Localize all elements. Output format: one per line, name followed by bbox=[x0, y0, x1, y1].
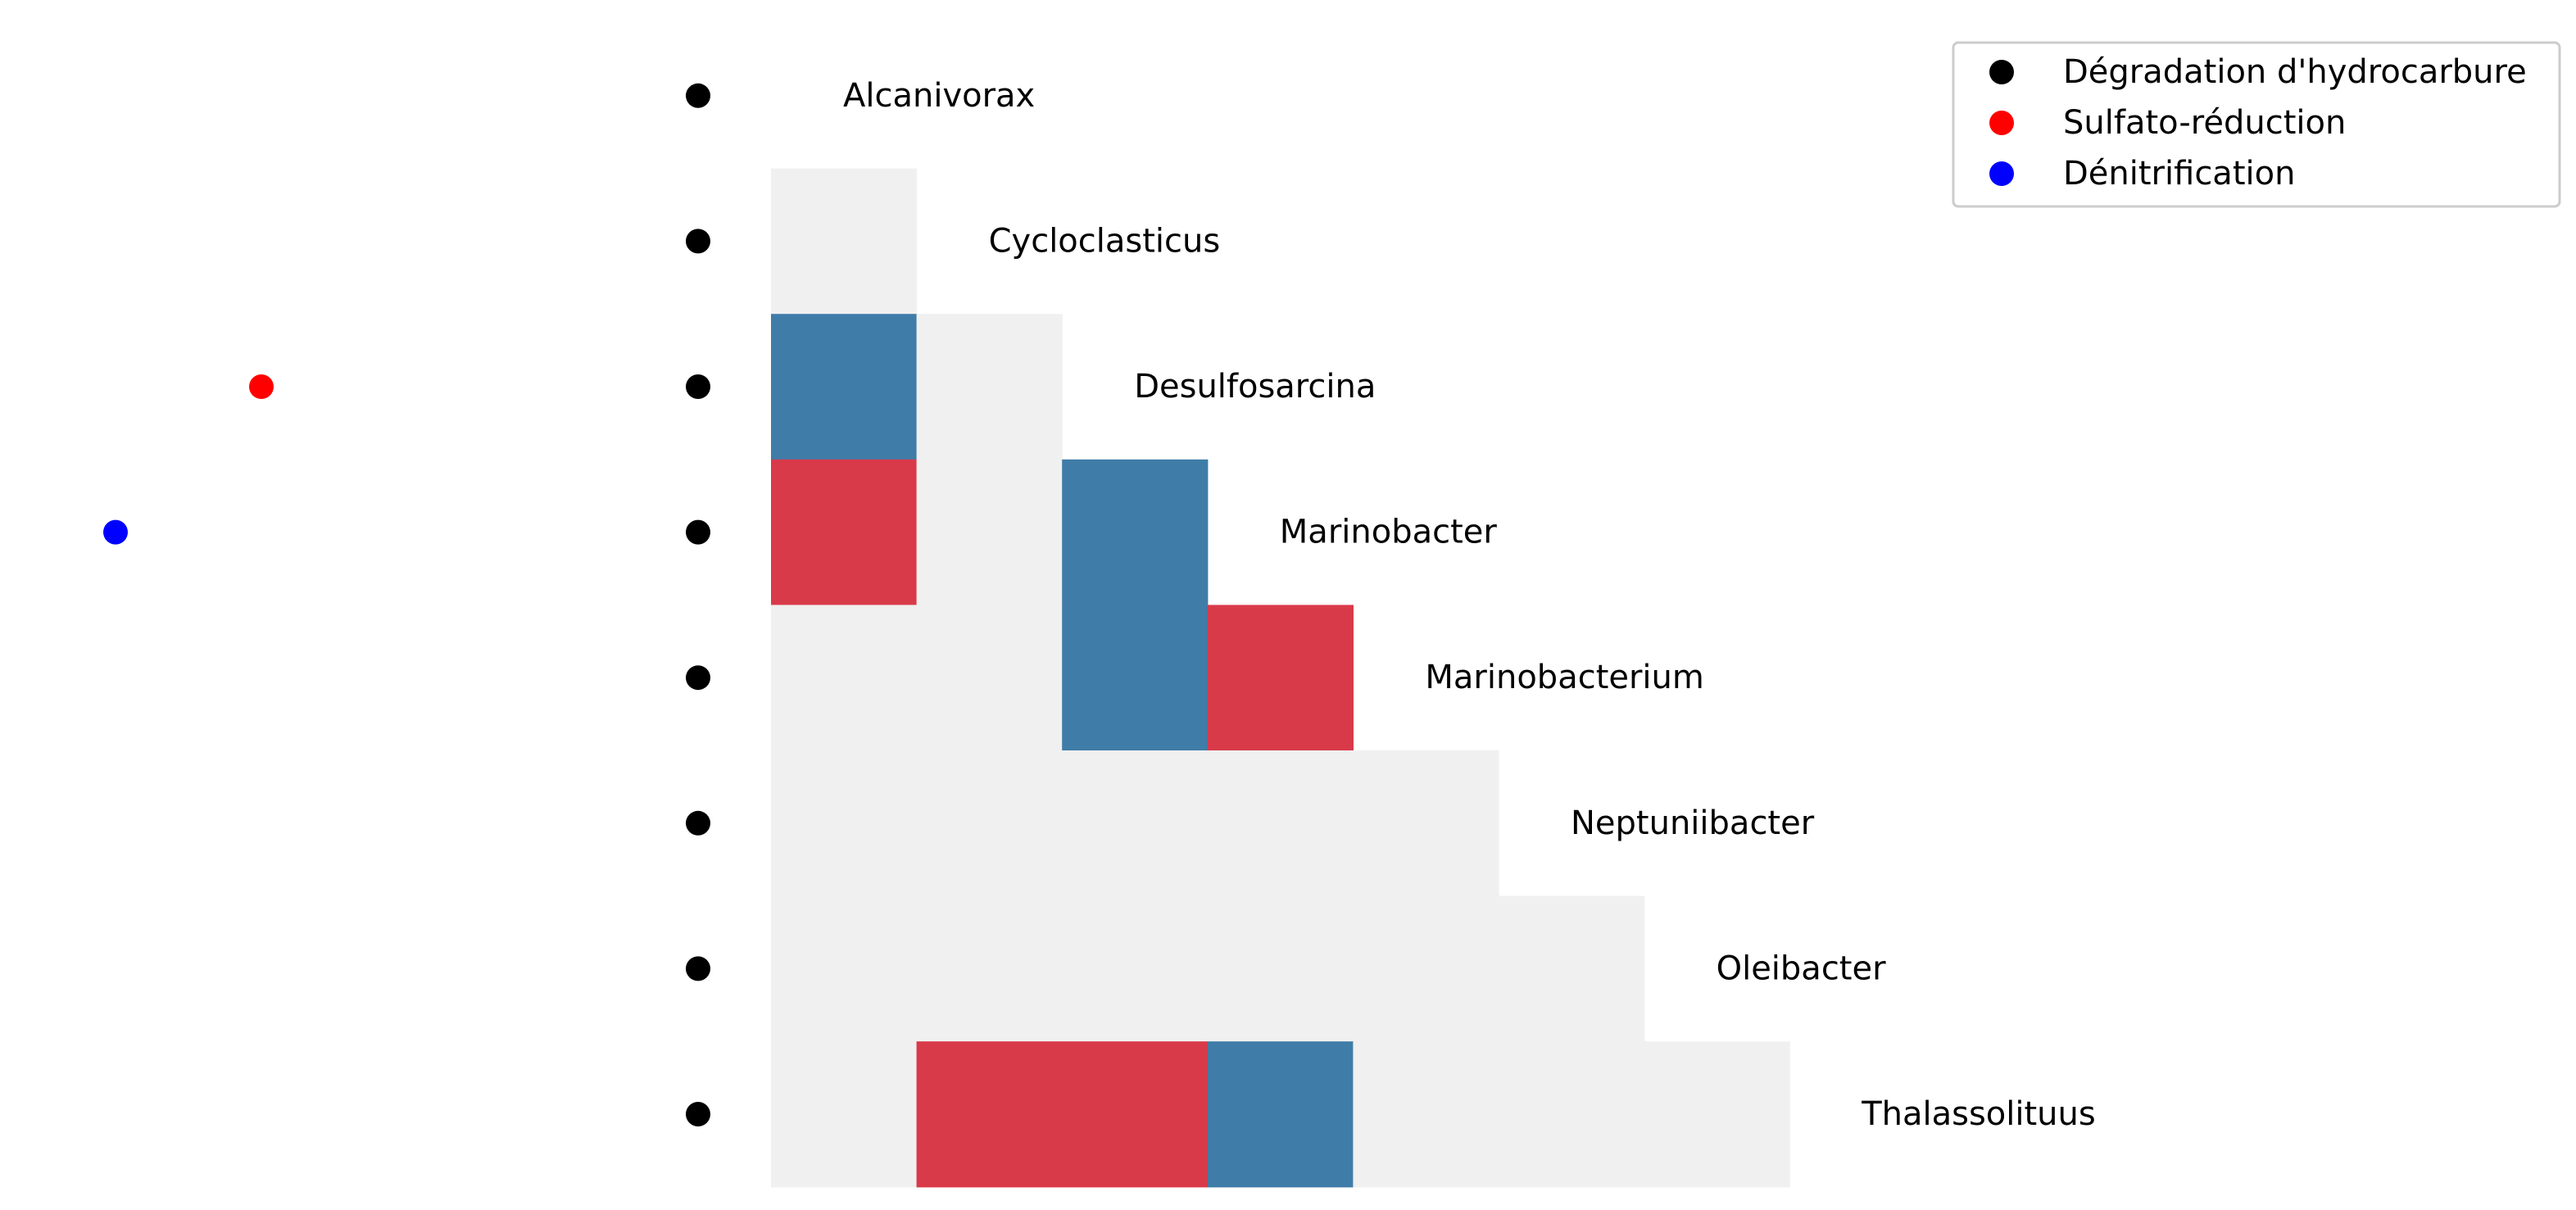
trait-marker-2-row-3 bbox=[103, 519, 128, 545]
row-label-5: Neptuniibacter bbox=[1571, 804, 1815, 842]
trait-marker-0-row-6 bbox=[686, 956, 710, 981]
heatmap-cell-7-3 bbox=[1207, 1041, 1354, 1188]
heatmap-cell-5-2 bbox=[1062, 750, 1209, 897]
heatmap-cell-7-6 bbox=[1644, 1041, 1790, 1188]
row-label-4: Marinobacterium bbox=[1425, 659, 1703, 696]
legend-label-2: Dénitrification bbox=[2063, 155, 2295, 193]
heatmap-cell-5-4 bbox=[1353, 750, 1499, 897]
trait-marker-0-row-7 bbox=[686, 1102, 710, 1126]
heatmap-cell-7-5 bbox=[1499, 1041, 1645, 1188]
trait-marker-0-row-0 bbox=[686, 83, 710, 108]
heatmap-cell-2-1 bbox=[916, 314, 1063, 460]
trait-markers bbox=[103, 83, 710, 1126]
heatmap-cell-5-3 bbox=[1207, 750, 1354, 897]
trait-marker-0-row-5 bbox=[686, 810, 710, 836]
row-label-7: Thalassolituus bbox=[1861, 1095, 2096, 1133]
heatmap-cell-6-5 bbox=[1499, 895, 1645, 1042]
heatmap-cell-3-1 bbox=[916, 459, 1063, 605]
heatmap-cell-6-2 bbox=[1062, 895, 1209, 1042]
heatmap-cell-5-1 bbox=[916, 750, 1063, 897]
row-labels: Alcanivorax Cycloclasticus Desulfosarcina M… bbox=[843, 77, 2096, 1133]
heatmap-cell-2-0 bbox=[771, 314, 918, 460]
trait-marker-0-row-4 bbox=[686, 665, 710, 691]
legend-label-1: Sulfato-réduction bbox=[2063, 104, 2346, 142]
heatmap-cell-7-2 bbox=[1062, 1041, 1209, 1188]
heatmap-cell-6-0 bbox=[771, 895, 918, 1042]
trait-marker-1-row-2 bbox=[249, 374, 274, 399]
legend-frame bbox=[1952, 41, 2561, 208]
heatmap-cell-6-1 bbox=[916, 895, 1063, 1042]
row-label-1: Cycloclasticus bbox=[989, 222, 1221, 260]
heatmap-cell-4-0 bbox=[771, 605, 918, 751]
legend-marker-2 bbox=[1989, 161, 2014, 186]
heatmap-cell-1-0 bbox=[771, 168, 918, 315]
heatmap-cell-7-0 bbox=[771, 1041, 918, 1188]
heatmap-cell-7-4 bbox=[1353, 1041, 1499, 1188]
heatmap-cell-4-2 bbox=[1062, 605, 1209, 751]
trait-marker-0-row-1 bbox=[686, 229, 710, 254]
row-label-6: Oleibacter bbox=[1717, 949, 1887, 987]
heatmap-cells bbox=[771, 168, 1790, 1188]
legend-marker-0 bbox=[1989, 60, 2014, 84]
row-label-0: Alcanivorax bbox=[843, 77, 1035, 115]
heatmap-cell-6-4 bbox=[1353, 895, 1499, 1042]
trait-marker-0-row-3 bbox=[686, 519, 710, 545]
heatmap-cell-6-3 bbox=[1207, 895, 1354, 1042]
trait-marker-0-row-2 bbox=[686, 374, 710, 399]
heatmap-cell-5-0 bbox=[771, 750, 918, 897]
heatmap-cell-3-0 bbox=[771, 459, 918, 605]
legend-marker-1 bbox=[1989, 111, 2014, 135]
legend: Dégradation d'hydrocarbure Sulfato-réduct… bbox=[1952, 41, 2561, 208]
heatmap-cell-7-1 bbox=[916, 1041, 1063, 1188]
heatmap-cell-4-1 bbox=[916, 605, 1063, 751]
row-label-2: Desulfosarcina bbox=[1134, 368, 1376, 406]
legend-label-0: Dégradation d'hydrocarbure bbox=[2063, 53, 2527, 91]
heatmap-cell-4-3 bbox=[1207, 605, 1354, 751]
heatmap-cell-3-2 bbox=[1062, 459, 1209, 605]
row-label-3: Marinobacter bbox=[1280, 514, 1498, 551]
